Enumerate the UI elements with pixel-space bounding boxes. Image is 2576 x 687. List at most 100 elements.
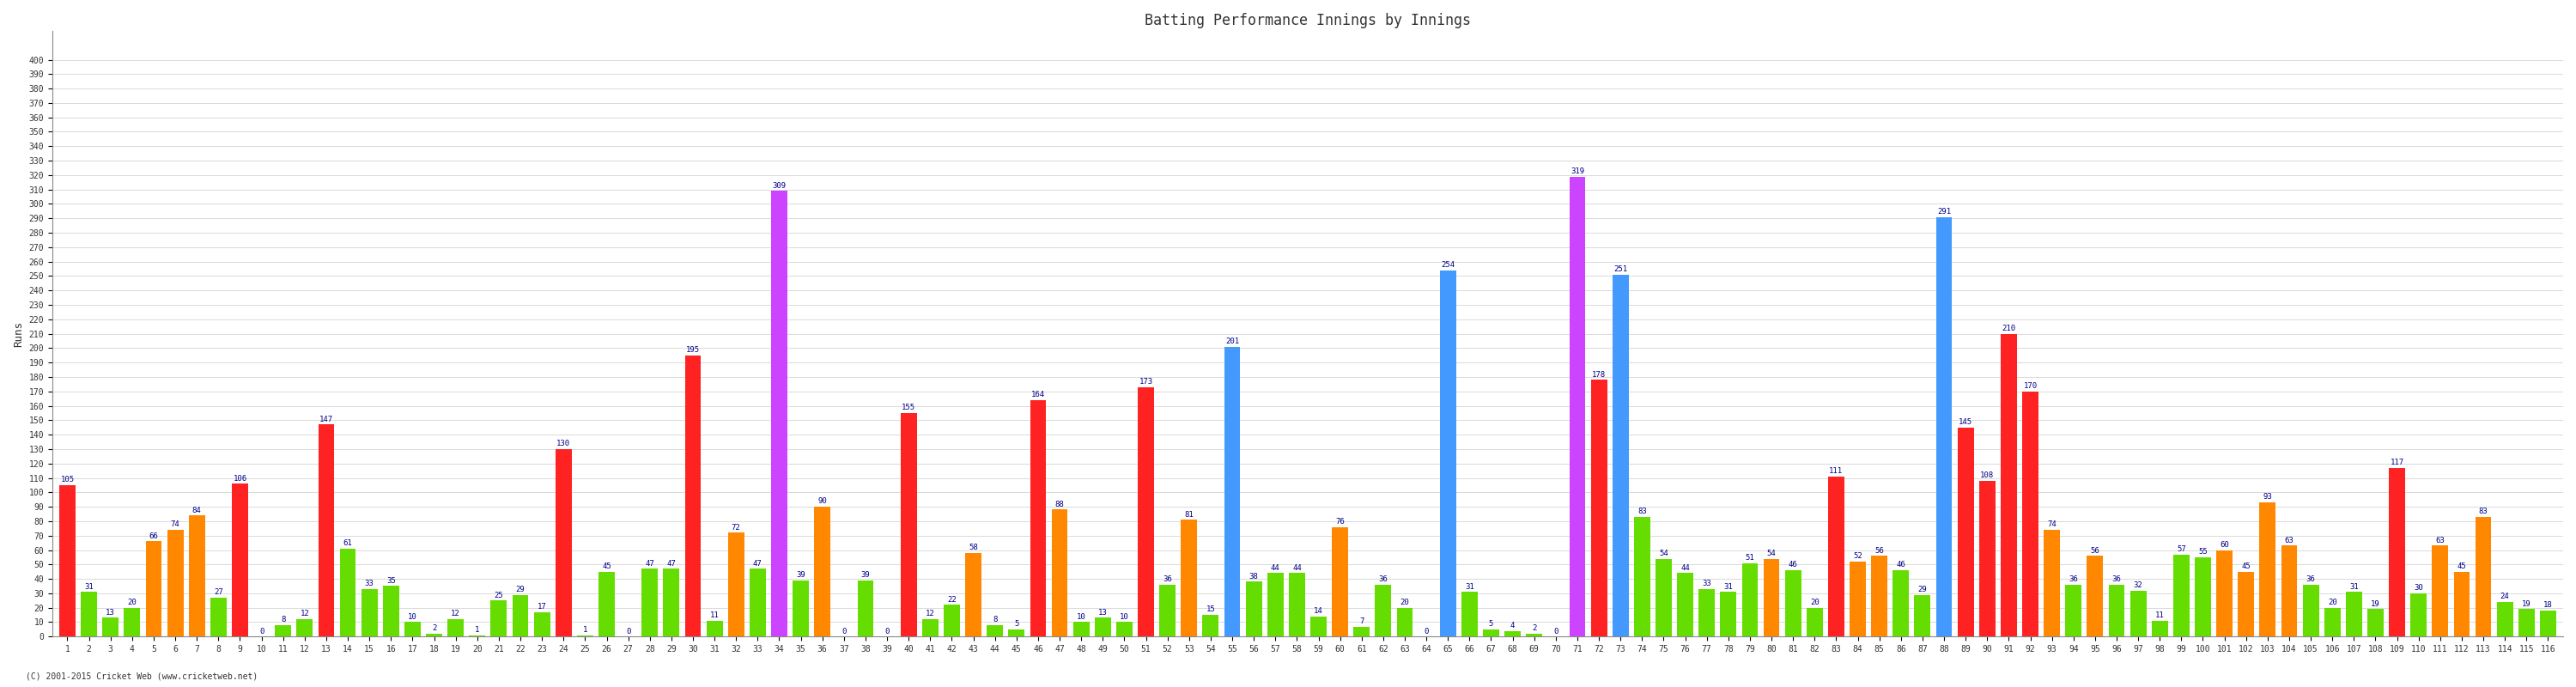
Bar bbox=[1613, 275, 1628, 637]
Text: 10: 10 bbox=[1077, 613, 1087, 621]
Bar bbox=[2215, 550, 2233, 637]
Text: 31: 31 bbox=[85, 583, 93, 590]
Text: 7: 7 bbox=[1360, 618, 1363, 625]
Bar bbox=[2174, 554, 2190, 637]
Text: 47: 47 bbox=[752, 560, 762, 567]
Bar bbox=[404, 622, 420, 637]
Text: 76: 76 bbox=[1334, 518, 1345, 526]
Bar bbox=[469, 635, 484, 637]
Text: 45: 45 bbox=[2458, 563, 2465, 570]
Text: 12: 12 bbox=[299, 610, 309, 618]
Bar bbox=[1484, 629, 1499, 637]
Bar bbox=[489, 600, 507, 637]
Bar bbox=[384, 586, 399, 637]
Text: 63: 63 bbox=[2285, 537, 2293, 544]
Bar bbox=[770, 191, 788, 637]
Bar bbox=[80, 592, 98, 637]
Bar bbox=[2432, 545, 2447, 637]
Bar bbox=[2282, 545, 2298, 637]
Text: 36: 36 bbox=[2112, 576, 2120, 583]
Text: 20: 20 bbox=[1811, 598, 1819, 607]
Bar bbox=[1311, 616, 1327, 637]
Bar bbox=[2110, 585, 2125, 637]
Bar bbox=[2022, 392, 2038, 637]
Bar bbox=[1332, 527, 1347, 637]
Bar bbox=[1592, 380, 1607, 637]
Text: 54: 54 bbox=[1659, 550, 1669, 557]
Text: 74: 74 bbox=[170, 521, 180, 528]
Text: 0: 0 bbox=[884, 627, 889, 635]
Bar bbox=[2324, 608, 2342, 637]
Text: 2: 2 bbox=[1533, 624, 1535, 632]
Text: 178: 178 bbox=[1592, 371, 1605, 379]
Text: 210: 210 bbox=[2002, 324, 2014, 333]
Text: 170: 170 bbox=[2022, 382, 2038, 390]
Text: 83: 83 bbox=[1638, 508, 1646, 515]
Text: 31: 31 bbox=[1723, 583, 1734, 590]
Text: 58: 58 bbox=[969, 543, 979, 552]
Text: 36: 36 bbox=[1378, 576, 1388, 583]
Text: 291: 291 bbox=[1937, 207, 1950, 216]
Text: 0: 0 bbox=[1553, 627, 1558, 635]
Bar bbox=[1698, 589, 1716, 637]
Bar bbox=[1569, 177, 1584, 637]
Text: 52: 52 bbox=[1852, 552, 1862, 560]
Text: 56: 56 bbox=[1875, 547, 1883, 554]
Bar bbox=[1829, 477, 1844, 637]
Bar bbox=[706, 621, 724, 637]
Bar bbox=[1850, 561, 1865, 637]
Bar bbox=[1396, 608, 1412, 637]
Text: 31: 31 bbox=[1466, 583, 1473, 590]
Text: 20: 20 bbox=[2329, 598, 2336, 607]
Text: 38: 38 bbox=[1249, 572, 1260, 581]
Bar bbox=[1765, 559, 1780, 637]
Bar bbox=[577, 635, 592, 637]
Bar bbox=[2259, 502, 2275, 637]
Text: 13: 13 bbox=[1097, 609, 1108, 616]
Bar bbox=[641, 569, 657, 637]
Bar bbox=[943, 605, 961, 637]
Bar bbox=[1203, 615, 1218, 637]
Bar bbox=[533, 612, 551, 637]
Text: 33: 33 bbox=[1703, 580, 1710, 587]
Text: 84: 84 bbox=[193, 506, 201, 514]
Bar bbox=[685, 355, 701, 637]
Text: 29: 29 bbox=[1919, 585, 1927, 594]
Text: 254: 254 bbox=[1440, 261, 1455, 269]
Text: 35: 35 bbox=[386, 577, 397, 585]
Text: 15: 15 bbox=[1206, 606, 1216, 613]
Bar bbox=[793, 581, 809, 637]
Text: 1: 1 bbox=[474, 626, 479, 633]
Bar bbox=[1030, 400, 1046, 637]
Text: 10: 10 bbox=[407, 613, 417, 621]
Bar bbox=[750, 569, 765, 637]
Text: 27: 27 bbox=[214, 589, 224, 596]
Text: 8: 8 bbox=[992, 616, 997, 624]
Text: 195: 195 bbox=[685, 346, 701, 354]
Bar bbox=[987, 625, 1002, 637]
Y-axis label: Runs: Runs bbox=[13, 321, 23, 347]
Text: 20: 20 bbox=[1401, 598, 1409, 607]
Text: 0: 0 bbox=[842, 627, 848, 635]
Bar bbox=[276, 625, 291, 637]
Text: 12: 12 bbox=[451, 610, 461, 618]
Bar bbox=[147, 541, 162, 637]
Bar bbox=[1051, 510, 1066, 637]
Text: 155: 155 bbox=[902, 404, 914, 412]
Text: 108: 108 bbox=[1981, 472, 1994, 480]
Text: 147: 147 bbox=[319, 416, 332, 423]
Bar bbox=[340, 549, 355, 637]
Text: 36: 36 bbox=[2069, 576, 2079, 583]
Bar bbox=[1095, 618, 1110, 637]
Text: 74: 74 bbox=[2048, 521, 2056, 528]
Bar bbox=[124, 608, 139, 637]
Bar bbox=[2043, 530, 2061, 637]
Text: 1: 1 bbox=[582, 626, 587, 633]
Text: 201: 201 bbox=[1226, 337, 1239, 346]
Text: 0: 0 bbox=[260, 627, 263, 635]
Text: 20: 20 bbox=[126, 598, 137, 607]
Text: 10: 10 bbox=[1121, 613, 1128, 621]
Bar bbox=[1525, 633, 1543, 637]
Text: 11: 11 bbox=[2156, 611, 2164, 619]
Text: 44: 44 bbox=[1680, 564, 1690, 572]
